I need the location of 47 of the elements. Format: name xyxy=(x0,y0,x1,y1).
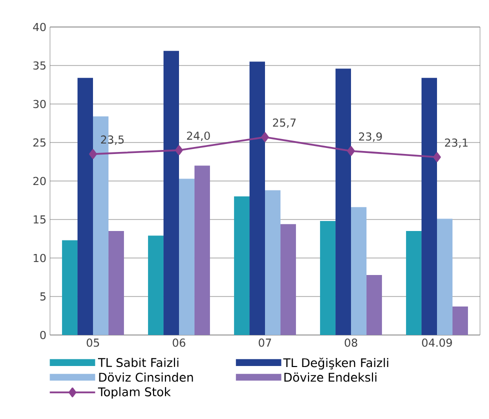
x-tick-label: 06 xyxy=(172,338,186,347)
x-tick-label: 05 xyxy=(86,338,100,347)
x-tick-label: 07 xyxy=(258,338,272,347)
bar xyxy=(280,224,296,335)
bar xyxy=(164,50,179,335)
bar xyxy=(62,240,78,335)
point xyxy=(433,152,441,162)
y-tick-label: 30 xyxy=(33,100,46,108)
bar xyxy=(234,196,250,335)
bar xyxy=(437,218,452,335)
bar xyxy=(336,68,352,335)
point xyxy=(347,146,355,156)
bar xyxy=(265,190,280,335)
bar xyxy=(366,274,382,335)
y-tick-label: 35 xyxy=(33,61,46,70)
legend-label: TL Sabit Faizli xyxy=(98,358,178,368)
point xyxy=(261,132,269,142)
x-tick-label: 04.09 xyxy=(422,338,452,347)
bar xyxy=(320,221,336,335)
legend-label: Dövize Endeksli xyxy=(284,372,376,382)
data-label: 23,9 xyxy=(359,132,382,142)
data-label: 25,7 xyxy=(273,118,296,128)
bar xyxy=(422,78,438,335)
legend-label: TL Değişken Faizli xyxy=(283,358,388,370)
bar xyxy=(351,207,366,335)
bar xyxy=(406,231,422,335)
bar xyxy=(452,306,468,335)
bar xyxy=(250,62,265,335)
data-label: 24,0 xyxy=(187,132,210,141)
bar xyxy=(179,178,194,335)
y-tick-label: 20 xyxy=(33,176,46,186)
legend-label: Toplam Stok xyxy=(98,387,171,399)
legend-label: Döviz Cinsinden xyxy=(99,372,193,382)
point xyxy=(175,145,183,156)
x-tick-label: 08 xyxy=(344,338,358,347)
y-tick-label: 40 xyxy=(33,22,46,32)
y-tick-label: 5 xyxy=(40,292,46,301)
point xyxy=(89,149,97,159)
y-tick-label: 0 xyxy=(40,330,46,340)
data-label: 23,1 xyxy=(445,138,468,148)
bar xyxy=(108,231,124,335)
bar xyxy=(194,166,210,335)
bar xyxy=(78,78,93,335)
y-tick-label: 15 xyxy=(34,215,46,224)
bar xyxy=(148,236,164,335)
y-tick-label: 10 xyxy=(34,254,46,262)
y-tick-label: 25 xyxy=(33,138,46,147)
